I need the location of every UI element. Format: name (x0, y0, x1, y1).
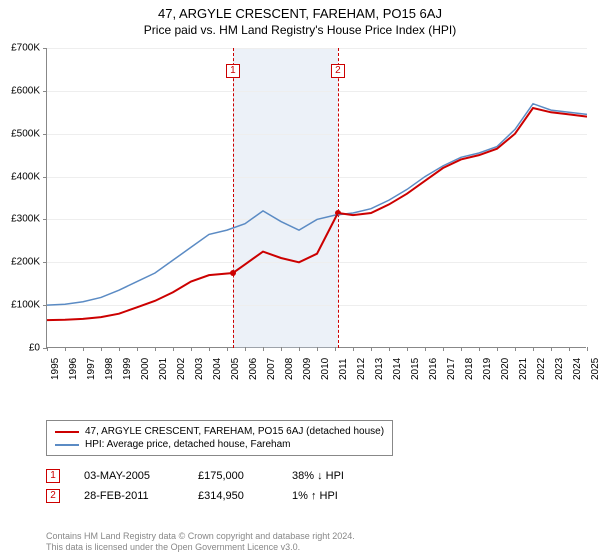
x-axis-label: 2016 (428, 358, 439, 380)
y-axis-label: £300K (0, 214, 40, 225)
x-axis-label: 2014 (392, 358, 403, 380)
x-axis-label: 2009 (302, 358, 313, 380)
series-property (47, 108, 587, 320)
legend: 47, ARGYLE CRESCENT, FAREHAM, PO15 6AJ (… (46, 420, 586, 456)
y-axis-label: £0 (0, 343, 40, 354)
sale-row: 2 28-FEB-2011 £314,950 1% ↑ HPI (46, 486, 372, 506)
footer-line: Contains HM Land Registry data © Crown c… (46, 531, 355, 543)
y-axis-label: £200K (0, 257, 40, 268)
sale-diff: 38% ↓ HPI (292, 470, 372, 482)
sales-table: 1 03-MAY-2005 £175,000 38% ↓ HPI 2 28-FEB-201… (46, 466, 372, 506)
sale-diff: 1% ↑ HPI (292, 490, 372, 502)
x-axis-label: 1996 (68, 358, 79, 380)
plot-area: 1995199619971998199920002001200220032004… (46, 48, 586, 348)
sale-price: £175,000 (198, 470, 268, 482)
footer-line: This data is licensed under the Open Gov… (46, 542, 355, 554)
x-axis-label: 2001 (158, 358, 169, 380)
series-hpi (47, 104, 587, 305)
x-axis-label: 2005 (230, 358, 241, 380)
sale-date: 03-MAY-2005 (84, 470, 174, 482)
x-axis-label: 2015 (410, 358, 421, 380)
x-axis-label: 2002 (176, 358, 187, 380)
y-axis-label: £100K (0, 300, 40, 311)
x-axis-label: 2020 (500, 358, 511, 380)
y-axis-label: £700K (0, 43, 40, 54)
sale-row-marker: 1 (46, 469, 60, 483)
chart: 1995 1996 1997 1998 1999 2000 2001 2002 2003 2004… (46, 48, 586, 378)
y-axis-label: £400K (0, 171, 40, 182)
footer-attribution: Contains HM Land Registry data © Crown c… (46, 531, 355, 554)
sale-date: 28-FEB-2011 (84, 490, 174, 502)
legend-item: HPI: Average price, detached house, Fare… (55, 438, 384, 451)
legend-item: 47, ARGYLE CRESCENT, FAREHAM, PO15 6AJ (… (55, 425, 384, 438)
x-axis-label: 2023 (554, 358, 565, 380)
x-axis-label: 1997 (86, 358, 97, 380)
x-axis-label: 2010 (320, 358, 331, 380)
x-axis-label: 2018 (464, 358, 475, 380)
x-axis-label: 2008 (284, 358, 295, 380)
x-axis-label: 2024 (572, 358, 583, 380)
legend-label: HPI: Average price, detached house, Fare… (85, 439, 291, 450)
x-axis-label: 2017 (446, 358, 457, 380)
x-axis-label: 2022 (536, 358, 547, 380)
x-axis-label: 2021 (518, 358, 529, 380)
sale-row-marker: 2 (46, 489, 60, 503)
x-axis-label: 2004 (212, 358, 223, 380)
sale-price: £314,950 (198, 490, 268, 502)
x-axis-label: 2011 (338, 358, 349, 380)
x-axis-label: 2012 (356, 358, 367, 380)
x-axis-label: 2025 (590, 358, 600, 380)
x-axis-label: 1995 (50, 358, 61, 380)
legend-label: 47, ARGYLE CRESCENT, FAREHAM, PO15 6AJ (… (85, 426, 384, 437)
y-axis-label: £500K (0, 128, 40, 139)
page-subtitle: Price paid vs. HM Land Registry's House … (0, 21, 600, 41)
x-axis-label: 1999 (122, 358, 133, 380)
legend-swatch (55, 444, 79, 446)
x-axis-label: 2000 (140, 358, 151, 380)
x-axis-label: 2013 (374, 358, 385, 380)
line-series (47, 48, 587, 348)
x-axis-label: 2019 (482, 358, 493, 380)
x-axis-label: 2003 (194, 358, 205, 380)
x-axis-label: 2007 (266, 358, 277, 380)
x-axis-label: 1998 (104, 358, 115, 380)
legend-swatch (55, 431, 79, 433)
y-axis-label: £600K (0, 85, 40, 96)
sale-row: 1 03-MAY-2005 £175,000 38% ↓ HPI (46, 466, 372, 486)
x-axis-label: 2006 (248, 358, 259, 380)
page-title: 47, ARGYLE CRESCENT, FAREHAM, PO15 6AJ (0, 0, 600, 21)
